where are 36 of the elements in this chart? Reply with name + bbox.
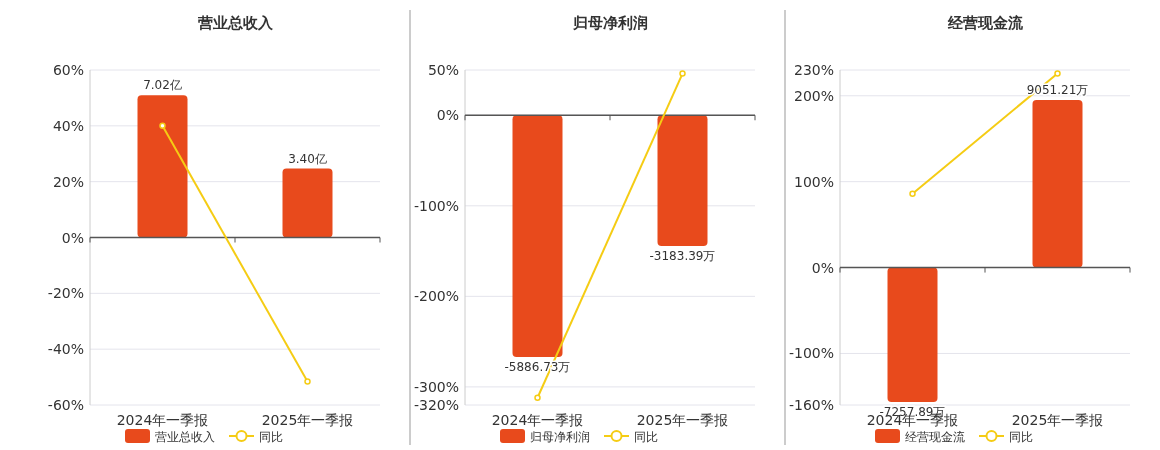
y-tick-label: 50% — [427, 62, 459, 78]
y-tick-label: 230% — [793, 62, 834, 78]
y-tick-label: 20% — [52, 173, 84, 190]
y-tick-label: 40% — [52, 117, 84, 134]
data-label: 7.02亿 — [143, 78, 182, 93]
legend-label: 营业总收入 — [155, 430, 215, 444]
legend-label: 同比 — [1009, 430, 1033, 444]
y-tick-label: -40% — [47, 341, 84, 358]
y-tick-label: -200% — [413, 288, 459, 305]
data-label: 3.40亿 — [288, 151, 327, 166]
y-tick-label: 0% — [61, 229, 84, 246]
y-tick-label: -300% — [413, 378, 459, 395]
x-tick-label: 2025年一季报 — [261, 412, 354, 428]
chart-title: 经营现金流 — [946, 14, 1024, 32]
legend-label: 同比 — [634, 430, 658, 444]
y-tick-label: 100% — [793, 173, 834, 190]
legend-label: 同比 — [259, 430, 283, 444]
chart-title: 归母净利润 — [571, 14, 648, 32]
legend-label: 归母净利润 — [530, 430, 590, 444]
y-tick-label: 60% — [52, 62, 84, 78]
chart-title: 营业总收入 — [196, 14, 274, 32]
y-tick-label: -100% — [413, 197, 459, 214]
data-label: -3183.39万 — [649, 248, 716, 263]
x-tick-label: 2024年一季报 — [491, 412, 584, 428]
y-tick-label: -320% — [413, 397, 459, 413]
legend-label: 经营现金流 — [905, 430, 965, 444]
y-tick-label: 0% — [436, 107, 459, 124]
y-tick-label: -20% — [47, 285, 84, 302]
y-tick-label: -160% — [788, 397, 834, 413]
x-tick-label: 2025年一季报 — [636, 412, 729, 428]
x-tick-label: 2025年一季报 — [1011, 412, 1104, 428]
y-tick-label: 0% — [811, 259, 834, 276]
y-tick-label: 200% — [793, 87, 834, 104]
y-tick-label: -100% — [788, 345, 834, 362]
x-tick-label: 2024年一季报 — [116, 412, 209, 428]
y-tick-label: -60% — [47, 397, 84, 413]
